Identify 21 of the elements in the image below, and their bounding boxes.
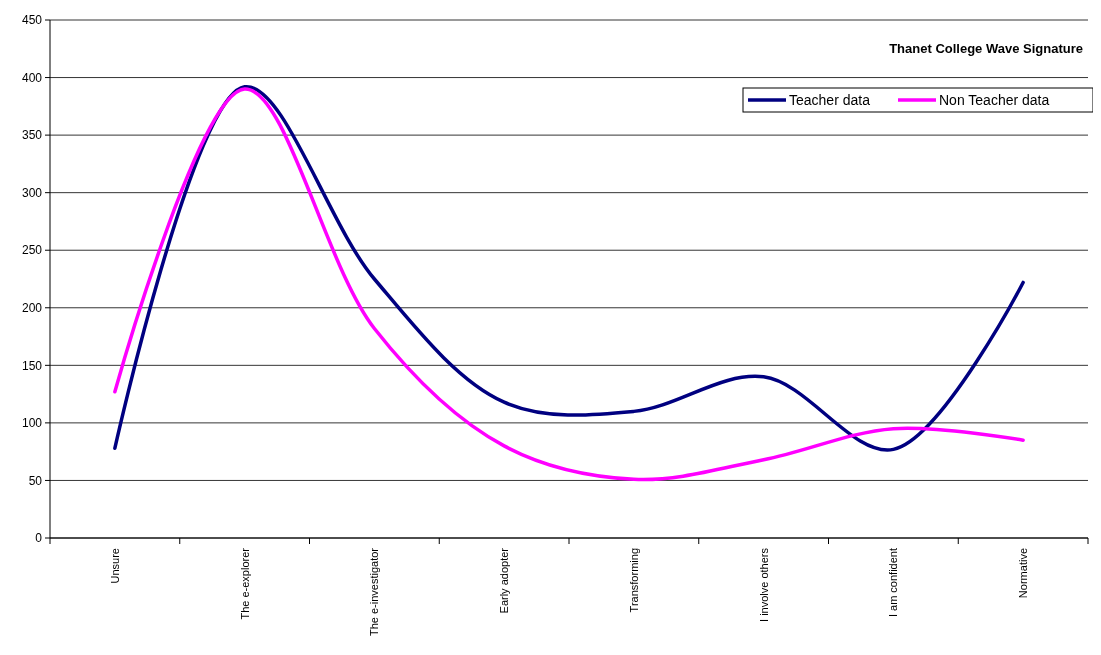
y-tick-label: 50 [28,473,43,488]
text: Thanet College Wave Signature [889,41,1083,56]
y-tick-label: 300 [21,185,43,200]
x-tick-label: I am confident [887,548,900,618]
x-tick-label: Normative [1017,548,1030,599]
y-tick-label: 150 [21,358,43,373]
y-tick-label: 350 [21,128,43,143]
y-tick-label: 0 [35,531,43,546]
x-tick-label: The e-investigator [368,547,381,637]
legend-label: Teacher data [789,91,871,108]
y-tick-label: 400 [21,70,43,85]
y-tick-label: 450 [21,13,43,28]
x-tick-label: Transforming [627,548,640,613]
x-tick-label: The e-explorer [238,547,251,620]
legend-label: Non Teacher data [939,91,1050,108]
y-tick-label: 250 [21,243,43,258]
x-tick-label: Unsure [108,548,121,584]
x-tick-label: I involve others [757,547,770,622]
y-tick-label: 100 [21,416,43,431]
x-tick-label: Early adopter [498,547,511,614]
y-tick-label: 200 [21,300,43,315]
